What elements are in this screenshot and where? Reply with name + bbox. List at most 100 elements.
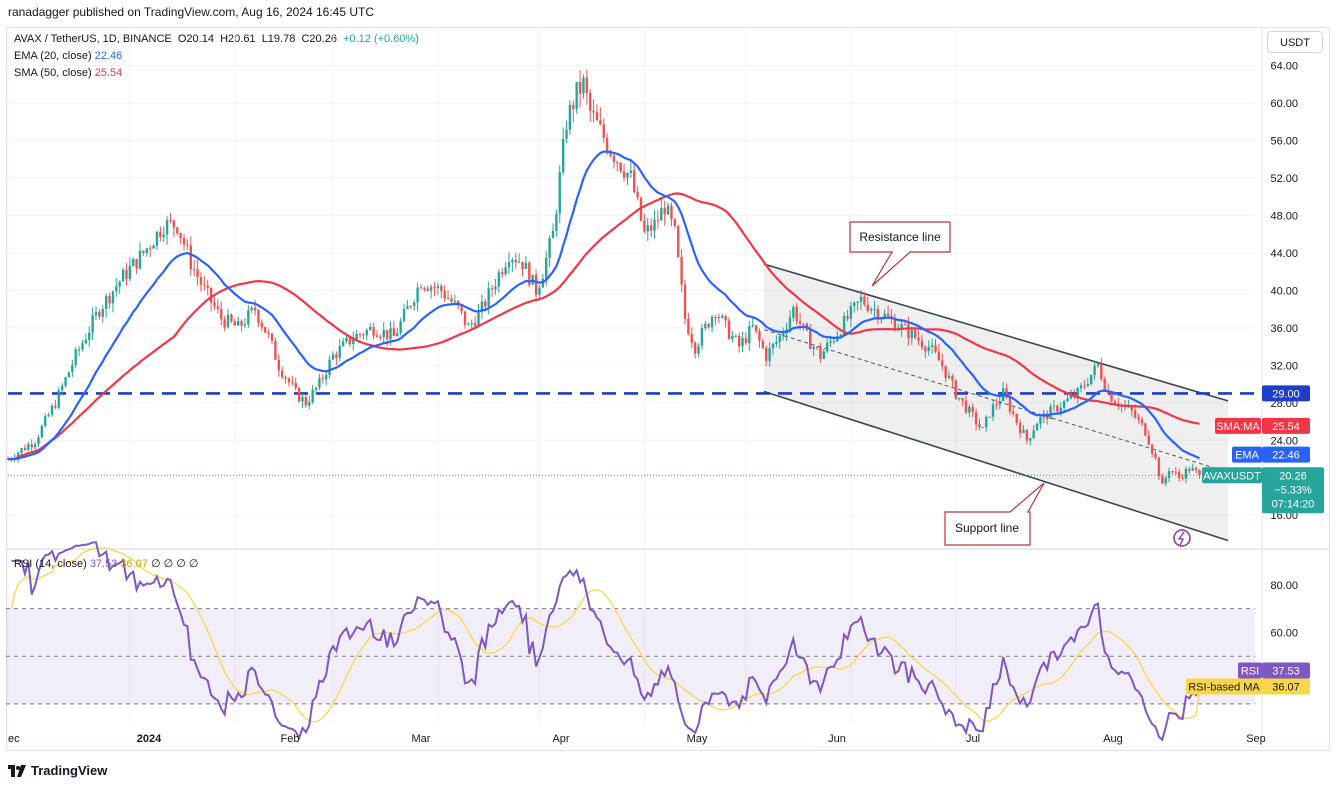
candle-body: [524, 262, 528, 269]
candle-body: [687, 318, 690, 334]
candle-body: [159, 231, 162, 238]
candle-body: [741, 338, 744, 347]
candle-body: [304, 396, 308, 406]
ema-label[interactable]: EMA (20, close): [14, 50, 92, 62]
candle-body: [352, 339, 355, 345]
candle-body: [426, 288, 429, 291]
candle-body: [968, 406, 971, 413]
candle-body: [700, 328, 704, 346]
candle-body: [653, 219, 656, 231]
candle-body: [521, 261, 524, 269]
support-callout-box: [944, 482, 1045, 546]
candle-body: [392, 328, 396, 337]
rsi-label[interactable]: RSI (14, close): [14, 558, 87, 570]
candle-body: [247, 310, 250, 325]
candle-body: [1188, 468, 1191, 471]
candle-body: [71, 364, 74, 373]
candle-body: [565, 129, 568, 139]
candle-body: [930, 345, 934, 347]
candle-body: [243, 324, 247, 326]
candle-body: [822, 351, 825, 359]
candle-body: [341, 341, 345, 347]
candlesticks: [6, 69, 1201, 487]
candle-body: [683, 284, 687, 319]
high-value: H20.61: [220, 33, 256, 45]
candle-body: [54, 405, 57, 408]
rsi-ma-line: [10, 547, 1201, 723]
candle-body: [934, 345, 937, 352]
candle-body: [602, 124, 605, 139]
candle-body: [1090, 374, 1093, 385]
candle-body: [111, 291, 115, 304]
candle-body: [1059, 407, 1062, 412]
candle-body: [710, 316, 714, 328]
candle-body: [253, 307, 257, 311]
candle-body: [328, 359, 331, 375]
sma-tag-badge: SMA:MA: [1216, 421, 1260, 433]
candle-body: [985, 416, 988, 428]
time-tick-label: ec: [8, 733, 20, 745]
candle-body: [77, 349, 81, 351]
candle-body: [135, 258, 138, 269]
candle-body: [1066, 398, 1069, 402]
candle-body: [795, 307, 798, 322]
candle-body: [561, 138, 565, 173]
candle-body: [406, 306, 409, 310]
price-tick-label: 44.00: [1270, 248, 1298, 260]
candle-body: [494, 286, 497, 290]
candle-body: [192, 269, 196, 271]
candle-body: [274, 340, 277, 360]
candle-body: [974, 412, 978, 425]
candle-body: [460, 305, 463, 312]
sma-value-badge: 25.54: [1272, 421, 1300, 433]
channel-midline: [763, 329, 1229, 473]
candle-body: [94, 311, 98, 316]
candle-body: [626, 172, 629, 178]
candle-body: [1150, 444, 1154, 454]
candle-body: [1083, 385, 1086, 387]
tradingview-logo[interactable]: TradingView: [8, 763, 107, 778]
candle-body: [399, 321, 402, 334]
candle-body: [1056, 405, 1059, 412]
candle-body: [1157, 457, 1161, 477]
candle-body: [812, 346, 815, 349]
candle-body: [345, 337, 348, 342]
candle-body: [23, 448, 27, 450]
candle-body: [186, 244, 189, 246]
candle-body: [101, 309, 104, 317]
candle-body: [473, 323, 477, 326]
candle-body: [924, 347, 927, 352]
sma-label[interactable]: SMA (50, close): [14, 67, 92, 79]
symbol-price: 20.26: [1279, 470, 1307, 482]
candle-body: [846, 316, 849, 319]
support-line: [763, 390, 1229, 542]
candle-body: [792, 307, 795, 318]
candle-body: [734, 335, 737, 337]
candle-body: [446, 298, 450, 300]
candle-body: [1093, 365, 1096, 375]
candle-body: [1140, 419, 1144, 424]
resistance-callout-label: Resistance line: [859, 230, 941, 244]
price-tick-label: 60.00: [1270, 98, 1298, 110]
symbol-title[interactable]: AVAX / TetherUS, 1D, BINANCE: [14, 33, 172, 45]
candle-body: [321, 378, 325, 380]
candle-body: [1181, 477, 1184, 479]
candle-body: [176, 227, 179, 234]
candle-body: [988, 416, 991, 418]
currency-button[interactable]: USDT: [1267, 31, 1323, 53]
candle-body: [507, 262, 511, 268]
candle-body: [230, 314, 233, 322]
candle-body: [1018, 422, 1022, 433]
candle-body: [1029, 438, 1032, 441]
rsi-legend-ma: 36.07: [120, 558, 148, 570]
candle-body: [223, 319, 226, 328]
candle-body: [1076, 388, 1079, 398]
candle-body: [1012, 411, 1015, 414]
candle-body: [910, 330, 913, 339]
chart-legend: AVAX / TetherUS, 1D, BINANCE O20.14 H20.…: [14, 31, 419, 82]
candle-body: [372, 326, 375, 336]
candle-body: [853, 302, 856, 307]
candle-body: [748, 326, 751, 344]
candle-body: [714, 316, 717, 318]
